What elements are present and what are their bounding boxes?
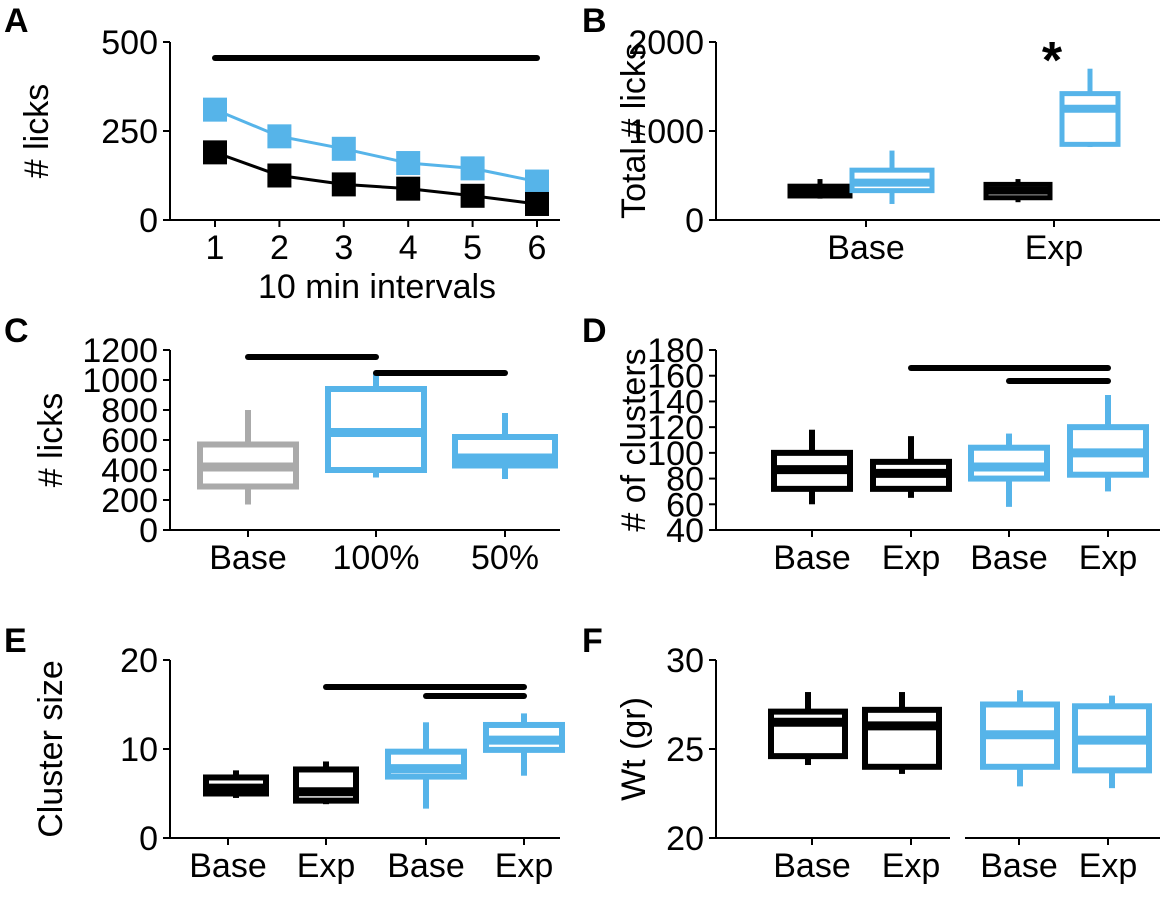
y-tick-label: 180	[647, 332, 704, 370]
y-tick-label: 20	[666, 820, 704, 858]
data-point	[460, 156, 485, 181]
x-tick-label: Exp	[882, 847, 941, 885]
box-iqr	[293, 766, 359, 804]
y-axis-label: Cluster size	[32, 660, 70, 838]
y-axis-label: Wt (gr)	[615, 697, 653, 801]
data-point	[331, 172, 356, 197]
y-tick-label: 250	[101, 113, 158, 151]
y-tick-label: 160	[647, 358, 704, 396]
data-point	[267, 124, 292, 149]
y-tick-label: 60	[666, 486, 704, 524]
x-tick-label: Base	[827, 229, 905, 267]
y-tick-label: 0	[139, 202, 158, 240]
data-point	[396, 176, 421, 201]
x-tick-label: Exp	[1079, 847, 1138, 885]
x-tick-label: 2	[270, 229, 289, 267]
x-tick-label: 100%	[333, 539, 420, 577]
panel-label: A	[4, 2, 29, 40]
panel-label: F	[582, 622, 603, 660]
data-point	[203, 97, 227, 122]
x-axis-label: 10 min intervals	[258, 268, 496, 306]
box-iqr	[1059, 91, 1121, 147]
y-axis-label: # of clusters	[615, 348, 653, 531]
x-tick-label: Base	[773, 539, 851, 577]
y-axis-label: # licks	[18, 84, 56, 178]
x-tick-label: Exp	[495, 847, 554, 885]
x-tick-label: Base	[387, 847, 465, 885]
y-tick-label: 40	[666, 512, 704, 550]
x-tick-label: 4	[399, 229, 418, 267]
y-tick-label: 10	[120, 731, 158, 769]
y-tick-label: 25	[666, 731, 704, 769]
series-line	[214, 150, 538, 206]
y-tick-label: 500	[101, 24, 158, 62]
y-tick-label: 200	[101, 482, 158, 520]
panel-a: 0 250 500 # licks A 1 2 3 4 5 6 10 min intervals	[4, 2, 560, 306]
panel-label: E	[4, 622, 27, 660]
x-tick-label: Base	[209, 539, 287, 577]
x-tick-label: Exp	[1025, 229, 1084, 267]
box-iqr	[452, 434, 558, 469]
x-tick-label: 6	[528, 229, 547, 267]
y-tick-label: 0	[139, 820, 158, 858]
x-tick-label: Base	[189, 847, 267, 885]
x-tick-label: 3	[334, 229, 353, 267]
x-tick-label: Exp	[1079, 539, 1138, 577]
y-axis-label: Total # licks	[615, 43, 653, 219]
y-tick-label: 80	[666, 461, 704, 499]
data-point	[267, 163, 292, 188]
y-tick-label: 2000	[628, 24, 704, 62]
x-tick-label: Base	[773, 847, 851, 885]
x-tick-label: 50%	[471, 539, 539, 577]
data-point	[331, 136, 356, 161]
data-point	[525, 191, 549, 216]
data-point	[203, 140, 227, 165]
y-tick-label: 800	[101, 392, 158, 430]
y-tick-label: 30	[666, 642, 704, 680]
panel-label: C	[4, 312, 29, 350]
box-iqr	[768, 708, 848, 760]
data-point	[525, 169, 549, 194]
y-tick-label: 600	[101, 422, 158, 460]
box-iqr	[862, 706, 942, 770]
y-axis-label: # licks	[32, 393, 70, 487]
significance-star: *	[1042, 32, 1063, 90]
panel-label: D	[582, 312, 607, 350]
y-tick-label: 1200	[82, 332, 158, 370]
y-tick-label: 1000	[628, 113, 704, 151]
data-point	[396, 151, 421, 176]
y-tick-label: 0	[139, 512, 158, 550]
x-tick-label: 1	[206, 229, 225, 267]
x-tick-label: 5	[463, 229, 482, 267]
y-tick-label: 120	[647, 409, 704, 447]
y-tick-label: 20	[120, 642, 158, 680]
panel-label: B	[582, 2, 607, 40]
y-tick-label: 0	[685, 202, 704, 240]
data-point	[460, 183, 485, 208]
x-tick-label: Base	[980, 847, 1058, 885]
x-tick-label: Base	[970, 539, 1048, 577]
y-tick-label: 100	[647, 435, 704, 473]
y-tick-label: 400	[101, 452, 158, 490]
y-tick-label: 1000	[82, 362, 158, 400]
panel-f: 20 25 30 Wt (gr) F Base Exp Base Exp	[582, 622, 1160, 885]
y-tick-label: 140	[647, 383, 704, 421]
x-tick-label: Exp	[882, 539, 941, 577]
x-tick-label: Exp	[297, 847, 356, 885]
